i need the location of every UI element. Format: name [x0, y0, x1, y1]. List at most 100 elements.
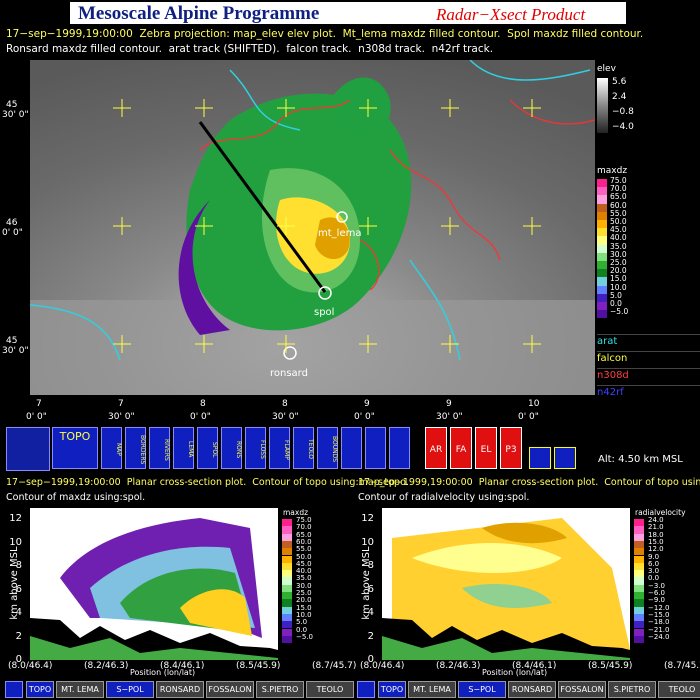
bottom-button[interactable]: MT. LEMA [56, 681, 104, 698]
legend-tick: 24.0 [648, 516, 664, 524]
toolbar-button[interactable]: BORDERS [125, 427, 146, 469]
colorbar-swatch [634, 555, 644, 563]
legend-tick: 45.0 [296, 559, 312, 568]
colorbar-swatch [634, 519, 644, 527]
lon-label: 8 [200, 399, 206, 409]
x-tick-label: (8.5/45.9) [588, 661, 633, 671]
toolbar-button[interactable]: FLAMP [269, 427, 290, 469]
bottom-button[interactable]: TOPO [26, 681, 54, 698]
map-info-line: Ronsard maxdz filled contour. arat track… [6, 43, 494, 55]
toolbar-button[interactable]: RONS [221, 427, 242, 469]
colorbar-swatch [282, 548, 292, 556]
x-tick-label: (8.5/45.9) [236, 661, 281, 671]
bottom-button[interactable]: S−POL [106, 681, 154, 698]
maxdz-tick: 40.0 [610, 233, 627, 243]
y-tick-label: 6 [15, 583, 22, 595]
colorbar-swatch [634, 621, 644, 629]
colorbar-swatch [597, 236, 607, 245]
aircraft-button[interactable]: EL [475, 427, 497, 469]
lon-label: 7 [36, 399, 42, 409]
colorbar-swatch [634, 584, 644, 592]
legend-tick: 75.0 [296, 516, 312, 524]
colorbar-swatch [282, 533, 292, 541]
colorbar-swatch [597, 228, 607, 237]
maxdz-tick: 35.0 [610, 241, 627, 251]
y-tick-label: 2 [367, 630, 374, 642]
colorbar-swatch [282, 599, 292, 607]
bottom-button[interactable]: RONSARD [156, 681, 204, 698]
toolbar-button[interactable]: LEMA [173, 427, 194, 469]
toolbar-button[interactable]: BOUNDS [317, 427, 338, 469]
bottom-button[interactable]: FOSSALON [558, 681, 606, 698]
maxdz-tick: 15.0 [610, 274, 627, 284]
elev-colorbar [597, 78, 608, 133]
legend-tick: 21.0 [648, 523, 664, 532]
maxdz-tick: 75.0 [610, 176, 627, 185]
toolbar-icon[interactable] [389, 427, 410, 469]
legend-tick: 3.0 [648, 567, 660, 576]
toolbar-button[interactable]: TEOLO [293, 427, 314, 469]
bottom-button[interactable]: TOPO [378, 681, 406, 698]
maxdz-tick: 5.0 [610, 290, 622, 300]
station-label: spol [314, 307, 335, 318]
colorbar-swatch [597, 310, 607, 319]
toolbar-icon[interactable] [365, 427, 386, 469]
legend-tick: 0.0 [648, 574, 660, 583]
lon-label: 0' 0" [190, 412, 211, 422]
bottom-button[interactable]: TEOLO [658, 681, 700, 698]
toolbar-button[interactable]: FLOSS [245, 427, 266, 469]
maxdz-tick: 45.0 [610, 225, 627, 235]
toolbar-button[interactable]: MAP [101, 427, 122, 469]
toolbar-button[interactable]: SPOL [197, 427, 218, 469]
y-tick-label: 0 [367, 654, 374, 665]
colorbar-swatch [282, 570, 292, 578]
bottom-button[interactable]: RONSARD [508, 681, 556, 698]
colorbar-swatch [597, 220, 607, 229]
colorbar-swatch [597, 277, 607, 286]
maxdz-tick: 20.0 [610, 266, 627, 276]
lat-label: 30' 0" [2, 346, 29, 356]
bottom-button[interactable]: TEOLO [306, 681, 354, 698]
echo-region [412, 543, 562, 573]
panel-info-line: 17−sep−1999,19:00:00 Planar cross-sectio… [6, 477, 409, 488]
bottom-logo[interactable] [5, 681, 23, 698]
bottom-button[interactable]: S.PIETRO [256, 681, 304, 698]
toolbar-button[interactable]: RIVERS [149, 427, 170, 469]
bottom-button[interactable]: MT. LEMA [408, 681, 456, 698]
aircraft-button[interactable]: FA [450, 427, 472, 469]
y-tick-label: 10 [361, 536, 374, 548]
colorbar-swatch [282, 540, 292, 549]
bottom-button[interactable]: FOSSALON [206, 681, 254, 698]
colorbar-swatch [634, 599, 644, 607]
toolbar-button[interactable]: TOPO [52, 427, 98, 469]
header-bar [70, 2, 626, 24]
bottom-logo[interactable] [357, 681, 375, 698]
lat-label: 45 [6, 336, 18, 346]
aircraft-button[interactable]: P3 [500, 427, 522, 469]
colorbar-swatch [634, 540, 644, 549]
toolbar-icon[interactable] [554, 447, 576, 469]
y-axis-label: km above MSL [361, 546, 372, 620]
x-tick-label: (8.7/45.7) [312, 661, 357, 671]
colorbar-swatch [634, 577, 644, 585]
track-legend: n42rf [597, 385, 700, 401]
aircraft-button[interactable]: AR [425, 427, 447, 469]
legend-tick: 60.0 [296, 537, 312, 546]
x-axis-label: Position (lon/lat) [130, 668, 196, 677]
colorbar-swatch [282, 526, 292, 534]
legend-tick: −5.0 [296, 632, 313, 641]
bottom-button[interactable]: S−POL [458, 681, 506, 698]
bottom-button[interactable]: S.PIETRO [608, 681, 656, 698]
y-axis-label: km above MSL [9, 546, 20, 620]
x-tick-label: (8.2/46.3) [436, 661, 481, 671]
elev-tick: 5.6 [612, 77, 627, 87]
toolbar-logo[interactable] [6, 427, 50, 471]
elev-tick: −0.8 [612, 107, 634, 117]
x-tick-label: (8.0/46.4) [8, 661, 53, 671]
x-tick-label: (8.2/46.3) [84, 661, 129, 671]
y-tick-label: 12 [9, 513, 22, 524]
y-tick-label: 2 [15, 630, 22, 642]
toolbar-icon[interactable] [529, 447, 551, 469]
toolbar-icon[interactable] [341, 427, 362, 469]
legend-tick: 10.0 [296, 610, 312, 619]
